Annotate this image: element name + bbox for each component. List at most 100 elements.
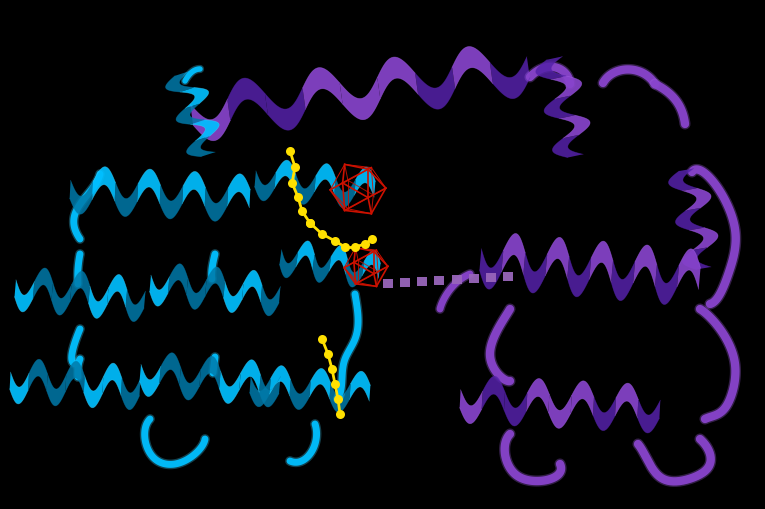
Polygon shape <box>295 175 316 205</box>
Polygon shape <box>310 369 330 399</box>
Polygon shape <box>70 272 90 303</box>
Polygon shape <box>92 167 116 202</box>
Polygon shape <box>593 398 616 431</box>
Polygon shape <box>121 379 140 410</box>
Polygon shape <box>242 271 262 302</box>
Polygon shape <box>239 360 261 392</box>
Polygon shape <box>490 58 530 99</box>
Polygon shape <box>10 373 29 404</box>
Polygon shape <box>346 260 364 288</box>
Polygon shape <box>205 268 225 298</box>
FancyBboxPatch shape <box>417 277 428 287</box>
Polygon shape <box>340 78 380 121</box>
Polygon shape <box>191 121 219 142</box>
Polygon shape <box>615 383 638 417</box>
Polygon shape <box>415 68 455 110</box>
Polygon shape <box>611 262 635 301</box>
Polygon shape <box>334 179 356 208</box>
Polygon shape <box>259 376 281 407</box>
Polygon shape <box>223 282 243 313</box>
Polygon shape <box>377 58 418 99</box>
Polygon shape <box>350 372 370 401</box>
Polygon shape <box>544 97 575 119</box>
Polygon shape <box>261 286 281 316</box>
Polygon shape <box>501 234 526 274</box>
FancyBboxPatch shape <box>486 273 496 282</box>
FancyBboxPatch shape <box>451 275 461 285</box>
Polygon shape <box>675 209 704 231</box>
Polygon shape <box>633 245 657 287</box>
Polygon shape <box>549 394 571 429</box>
Polygon shape <box>139 365 161 397</box>
Polygon shape <box>125 291 145 322</box>
Polygon shape <box>682 248 711 270</box>
Polygon shape <box>655 265 679 305</box>
Polygon shape <box>200 357 220 388</box>
Polygon shape <box>552 135 583 158</box>
Polygon shape <box>571 381 594 415</box>
Polygon shape <box>329 246 347 274</box>
Polygon shape <box>70 181 93 215</box>
Polygon shape <box>551 77 581 100</box>
Polygon shape <box>677 249 701 290</box>
Polygon shape <box>15 280 34 312</box>
Polygon shape <box>137 170 161 204</box>
Polygon shape <box>149 276 169 306</box>
Polygon shape <box>89 287 109 319</box>
FancyBboxPatch shape <box>435 276 444 286</box>
Polygon shape <box>255 172 276 202</box>
Polygon shape <box>290 380 311 410</box>
Polygon shape <box>523 253 547 293</box>
Polygon shape <box>205 188 228 222</box>
Polygon shape <box>179 368 201 400</box>
Polygon shape <box>182 172 206 206</box>
Polygon shape <box>220 372 241 404</box>
Polygon shape <box>279 250 298 278</box>
Polygon shape <box>568 258 591 297</box>
Polygon shape <box>84 376 103 408</box>
Polygon shape <box>314 164 336 194</box>
Polygon shape <box>28 359 47 391</box>
FancyBboxPatch shape <box>503 272 513 281</box>
Polygon shape <box>47 374 67 406</box>
Polygon shape <box>504 392 527 426</box>
Polygon shape <box>296 241 314 269</box>
Polygon shape <box>33 269 53 300</box>
Polygon shape <box>682 189 711 211</box>
Polygon shape <box>269 366 291 396</box>
Polygon shape <box>176 104 205 125</box>
Polygon shape <box>103 363 122 395</box>
Polygon shape <box>265 89 305 131</box>
Polygon shape <box>115 184 138 217</box>
Polygon shape <box>526 379 549 412</box>
Polygon shape <box>107 275 127 307</box>
Polygon shape <box>669 169 697 191</box>
Polygon shape <box>482 377 505 410</box>
Polygon shape <box>545 238 569 278</box>
Polygon shape <box>460 390 483 424</box>
Polygon shape <box>275 161 296 191</box>
Polygon shape <box>51 284 72 316</box>
Polygon shape <box>65 361 85 393</box>
Polygon shape <box>187 137 215 157</box>
Polygon shape <box>227 79 268 121</box>
Polygon shape <box>690 228 718 250</box>
Polygon shape <box>480 249 503 290</box>
Polygon shape <box>187 279 207 310</box>
FancyBboxPatch shape <box>469 274 479 284</box>
Polygon shape <box>589 242 613 282</box>
Polygon shape <box>560 116 590 139</box>
Polygon shape <box>313 255 331 283</box>
FancyBboxPatch shape <box>400 278 410 288</box>
Polygon shape <box>362 251 380 278</box>
Polygon shape <box>190 100 230 142</box>
Polygon shape <box>249 377 271 407</box>
FancyBboxPatch shape <box>383 279 393 289</box>
Polygon shape <box>181 89 209 109</box>
Polygon shape <box>160 186 183 219</box>
Polygon shape <box>452 47 493 89</box>
Polygon shape <box>302 68 343 110</box>
Polygon shape <box>168 264 188 295</box>
Polygon shape <box>354 168 376 197</box>
Polygon shape <box>165 72 194 93</box>
